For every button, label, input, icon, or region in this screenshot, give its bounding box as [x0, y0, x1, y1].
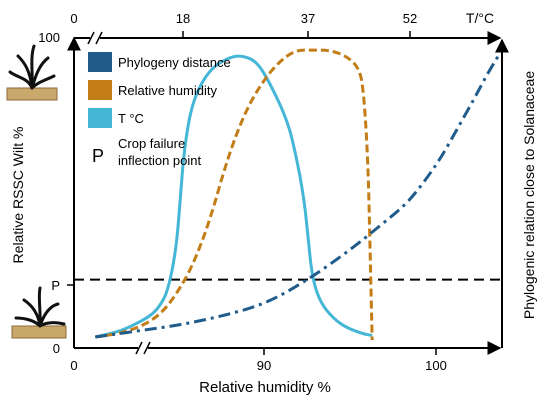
top-axis-break [87, 31, 103, 45]
bottom-tick-label: 0 [70, 358, 77, 373]
legend-swatch-phylogeny [88, 52, 112, 72]
legend-p-label-line1: Crop failure [118, 136, 185, 151]
bottom-tick-label: 90 [257, 358, 271, 373]
relative-humidity-curve [95, 48, 374, 341]
top-tick-label: 0 [70, 11, 77, 26]
bottom-axis-break [135, 341, 151, 355]
top-tick-label: 37 [301, 11, 315, 26]
left-tick-label: P [51, 278, 60, 293]
legend-p-symbol: P [92, 146, 104, 166]
legend-swatch-temperature [88, 108, 112, 128]
bottom-axis-label: Relative humidity % [199, 379, 331, 396]
wilted-plant-icon [11, 286, 67, 339]
right-axis-label: Phylogenic relation close to Solanaceae [521, 71, 537, 319]
phylogeny-distance-curve [95, 52, 502, 339]
left-axis-label: Relative RSSC Wilt % [10, 127, 26, 264]
legend-label-phylogeny: Phylogeny distance [118, 55, 231, 70]
legend-p-label-line2: inflection point [118, 153, 201, 168]
temperature-curve [94, 54, 373, 339]
top-axis-label: T/°C [466, 10, 494, 26]
left-tick-label: 100 [38, 30, 60, 45]
healthy-plant-icon [6, 44, 58, 101]
legend: Phylogeny distance Relative humidity T °… [88, 52, 231, 168]
top-tick-label: 52 [403, 11, 417, 26]
left-tick-label: 0 [53, 341, 60, 356]
legend-label-humidity: Relative humidity [118, 83, 217, 98]
legend-label-temperature: T °C [118, 111, 144, 126]
tick-marks [67, 31, 437, 355]
bottom-tick-label: 100 [425, 358, 447, 373]
top-tick-label: 18 [176, 11, 190, 26]
legend-swatch-humidity [88, 80, 112, 100]
